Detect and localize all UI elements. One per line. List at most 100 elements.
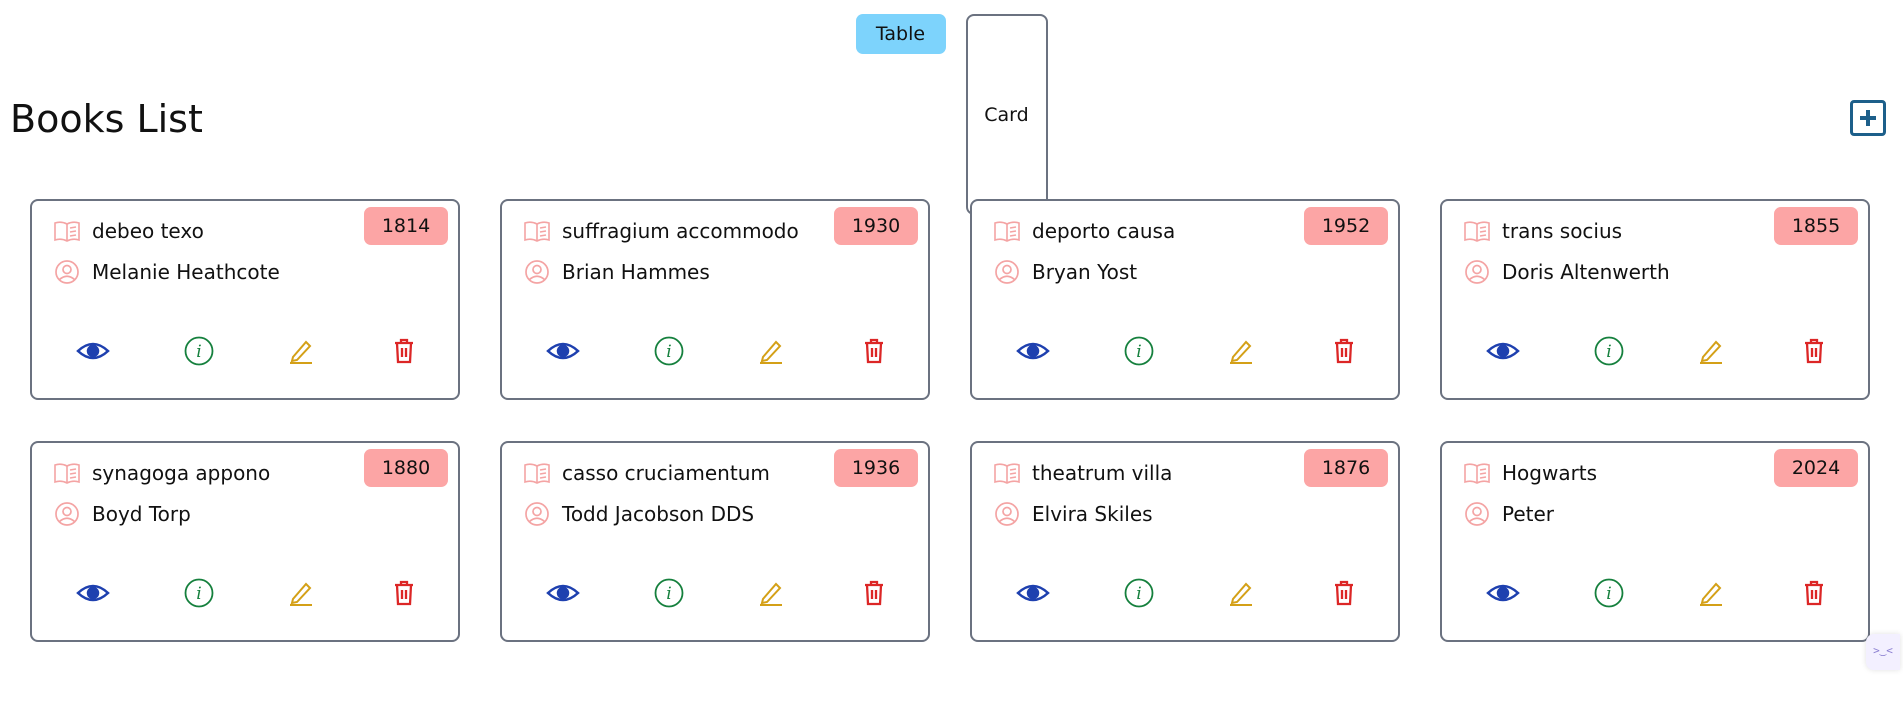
svg-text:i: i (666, 584, 671, 604)
year-badge: 2024 (1774, 449, 1858, 487)
info-icon: i (1124, 336, 1154, 366)
delete-button[interactable] (387, 335, 421, 367)
card-view-button[interactable]: Card (965, 14, 1048, 215)
book-title-row: debeo texo (54, 219, 204, 243)
info-button[interactable]: i (652, 577, 686, 609)
edit-button[interactable] (1694, 577, 1728, 609)
view-button[interactable] (546, 577, 580, 609)
trash-icon (1335, 338, 1353, 364)
user-circle-icon (54, 259, 80, 285)
info-button[interactable]: i (1592, 577, 1626, 609)
book-author-row: Todd Jacobson DDS (524, 501, 754, 527)
info-button[interactable]: i (1592, 335, 1626, 367)
view-button[interactable] (76, 335, 110, 367)
book-icon (54, 220, 80, 242)
book-author-row: Melanie Heathcote (54, 259, 280, 285)
trash-icon (1335, 580, 1353, 606)
book-author-row: Bryan Yost (994, 259, 1137, 285)
year-badge: 1814 (364, 207, 448, 245)
add-book-button[interactable] (1850, 100, 1886, 136)
view-button[interactable] (1016, 335, 1050, 367)
info-icon: i (1594, 336, 1624, 366)
book-card: 1936 casso cruciamentum (500, 441, 930, 642)
book-title-row: Hogwarts (1464, 461, 1597, 485)
info-button[interactable]: i (1122, 577, 1156, 609)
edit-button[interactable] (1224, 577, 1258, 609)
edit-button[interactable] (754, 577, 788, 609)
view-button[interactable] (1486, 335, 1520, 367)
pencil-icon (290, 340, 312, 364)
book-card: 1814 debeo texo Melan (30, 199, 460, 400)
svg-text:i: i (1606, 584, 1611, 604)
svg-text:i: i (666, 342, 671, 362)
book-title: casso cruciamentum (562, 461, 770, 485)
delete-button[interactable] (1327, 335, 1361, 367)
info-button[interactable]: i (652, 335, 686, 367)
book-author-row: Brian Hammes (524, 259, 710, 285)
delete-button[interactable] (1797, 577, 1831, 609)
book-icon (1464, 220, 1490, 242)
info-button[interactable]: i (1122, 335, 1156, 367)
info-button[interactable]: i (182, 335, 216, 367)
info-icon: i (184, 336, 214, 366)
edit-button[interactable] (754, 335, 788, 367)
year-badge: 1855 (1774, 207, 1858, 245)
view-button[interactable] (1016, 577, 1050, 609)
delete-button[interactable] (857, 577, 891, 609)
pencil-icon (760, 582, 782, 606)
book-author-row: Peter (1464, 501, 1554, 527)
delete-button[interactable] (387, 577, 421, 609)
book-author: Doris Altenwerth (1502, 260, 1670, 284)
info-icon: i (654, 578, 684, 608)
book-icon (1464, 462, 1490, 484)
edit-button[interactable] (284, 577, 318, 609)
eye-icon (76, 342, 110, 360)
edit-button[interactable] (1694, 335, 1728, 367)
delete-button[interactable] (1797, 335, 1831, 367)
trash-icon (865, 338, 883, 364)
table-view-button[interactable]: Table (855, 14, 946, 54)
trash-icon (1805, 338, 1823, 364)
trash-icon (395, 580, 413, 606)
info-button[interactable]: i (182, 577, 216, 609)
view-button[interactable] (76, 577, 110, 609)
book-icon (994, 220, 1020, 242)
svg-text:i: i (196, 342, 201, 362)
info-icon: i (654, 336, 684, 366)
book-author: Todd Jacobson DDS (562, 502, 755, 526)
book-icon (524, 220, 550, 242)
card-actions: i (502, 335, 928, 367)
pencil-icon (1230, 582, 1252, 606)
book-author: Peter (1502, 502, 1555, 526)
view-button[interactable] (1486, 577, 1520, 609)
book-card: 1876 theatrum villa E (970, 441, 1400, 642)
devtools-widget-icon[interactable]: >‿< (1866, 634, 1900, 670)
book-icon (994, 462, 1020, 484)
book-icon (524, 462, 550, 484)
book-card: 1952 deporto causa Br (970, 199, 1400, 400)
book-icon (54, 462, 80, 484)
trash-icon (395, 338, 413, 364)
svg-text:i: i (196, 584, 201, 604)
trash-icon (865, 580, 883, 606)
eye-icon (1486, 342, 1520, 360)
user-circle-icon (524, 259, 550, 285)
edit-button[interactable] (1224, 335, 1258, 367)
trash-icon (1805, 580, 1823, 606)
book-title-row: theatrum villa (994, 461, 1172, 485)
eye-icon (546, 342, 580, 360)
eye-icon (1486, 584, 1520, 602)
view-button[interactable] (546, 335, 580, 367)
eye-icon (1016, 584, 1050, 602)
delete-button[interactable] (857, 335, 891, 367)
book-title: theatrum villa (1032, 461, 1173, 485)
book-card: 1855 trans socius Dor (1440, 199, 1870, 400)
svg-text:i: i (1136, 584, 1141, 604)
delete-button[interactable] (1327, 577, 1361, 609)
user-circle-icon (1464, 259, 1490, 285)
book-title-row: casso cruciamentum (524, 461, 770, 485)
book-author: Brian Hammes (562, 260, 710, 284)
book-title-row: synagoga appono (54, 461, 270, 485)
edit-button[interactable] (284, 335, 318, 367)
user-circle-icon (54, 501, 80, 527)
